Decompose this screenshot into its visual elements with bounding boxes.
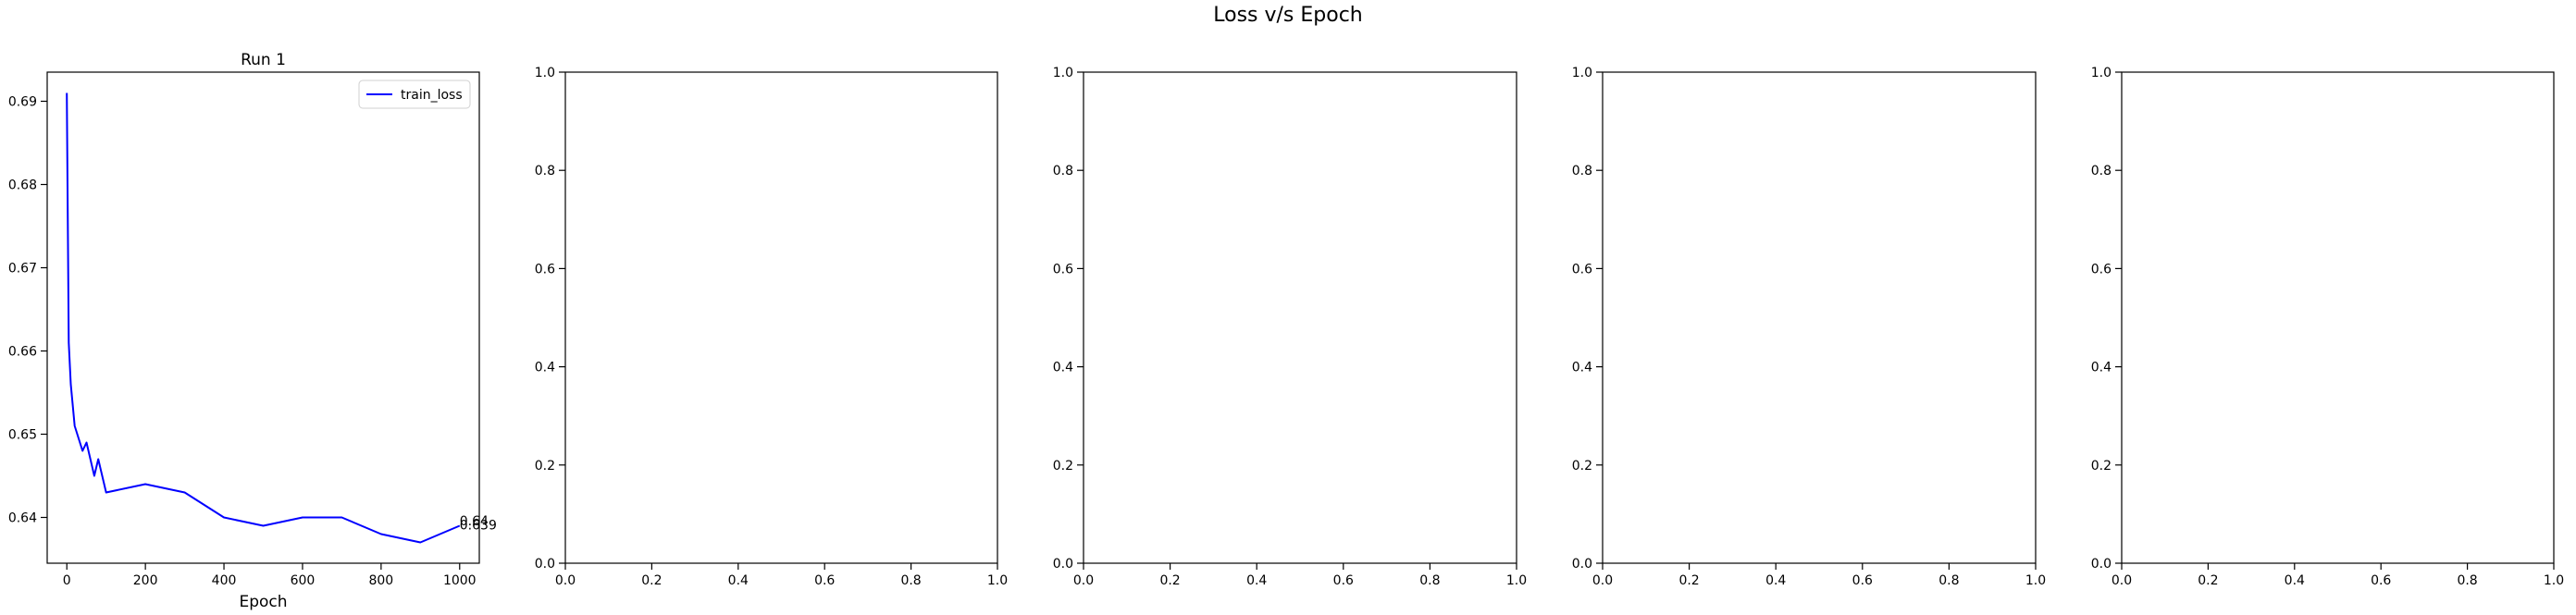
y-tick-label: 0.69: [8, 95, 37, 110]
x-axis-label: Epoch: [239, 593, 287, 611]
x-tick-label: 0.6: [1852, 573, 1873, 588]
x-tick-label: 0.4: [1246, 573, 1267, 588]
x-tick-label: 0.2: [1159, 573, 1180, 588]
y-tick-label: 1.0: [1053, 66, 1073, 80]
axes-frame: [2121, 71, 2555, 564]
y-tick-label: 0.2: [535, 459, 555, 474]
x-tick-label: 800: [368, 573, 393, 588]
x-tick-label: 0.0: [2112, 573, 2132, 588]
x-tick-label: 0.4: [1765, 573, 1786, 588]
y-tick-label: 0.6: [1572, 262, 1592, 277]
y-tick-label: 0.2: [2091, 459, 2112, 474]
x-tick-label: 0.8: [2457, 573, 2477, 588]
x-tick-label: 600: [291, 573, 316, 588]
y-tick-label: 1.0: [2091, 66, 2112, 80]
y-tick-label: 0.4: [1572, 361, 1592, 375]
axes-frame: [564, 71, 998, 564]
chart-panel-4: 0.0 0.2 0.4 0.6 0.8 1.0 0.0 0.2 0.4 0.6 0.8 1.0: [1572, 66, 2046, 588]
x-tick-label: 1.0: [987, 573, 1008, 588]
x-tick-label: 0.0: [1073, 573, 1094, 588]
data-annotation: 0.639: [460, 519, 497, 534]
y-tick-label: 1.0: [1572, 66, 1592, 80]
axes-frame: [1083, 71, 1517, 564]
legend-label: train_loss: [401, 88, 463, 103]
y-tick-label: 0.2: [1053, 459, 1073, 474]
x-tick-label: 0.4: [2285, 573, 2305, 588]
y-tick-label: 0.66: [8, 345, 37, 360]
legend: train_loss: [358, 80, 471, 109]
chart-panel-5: 0.0 0.2 0.4 0.6 0.8 1.0 0.0 0.2 0.4 0.6 0.8 1.0: [2091, 66, 2564, 588]
x-tick-label: 0.6: [2371, 573, 2391, 588]
x-tick-label: 0.0: [555, 573, 576, 588]
data-annotation: 0.64: [460, 514, 489, 529]
y-tick-label: 0.4: [2091, 361, 2112, 375]
x-tick-label: 1.0: [2544, 573, 2564, 588]
x-tick-label: 1.0: [1506, 573, 1527, 588]
y-tick-label: 0.6: [535, 262, 555, 277]
x-tick-label: 0.8: [900, 573, 921, 588]
chart-title: Run 1: [241, 51, 286, 69]
y-tick-label: 0.0: [2091, 557, 2112, 572]
y-tick-label: 0.0: [535, 557, 555, 572]
chart-panel-1: 0 200 400 600 800 1000 0.64 0.65 0.66 0.67 0.68 0.6…: [8, 51, 497, 611]
y-tick-label: 0.0: [1053, 557, 1073, 572]
chart-panel-3: 0.0 0.2 0.4 0.6 0.8 1.0 0.0 0.2 0.4 0.6 0.8 1.0: [1053, 66, 1527, 588]
y-tick-label: 0.67: [8, 262, 37, 277]
x-tick-label: 0.6: [1333, 573, 1354, 588]
x-tick-label: 0.4: [728, 573, 749, 588]
x-tick-label: 0.2: [2198, 573, 2218, 588]
x-tick-label: 0.2: [641, 573, 662, 588]
y-tick-label: 0.68: [8, 178, 37, 193]
chart-panel-2: 0.0 0.2 0.4 0.6 0.8 1.0 0.0 0.2 0.4 0.6 0.8 1.0: [535, 66, 1008, 588]
y-tick-label: 0.8: [535, 164, 555, 178]
x-tick-label: 1000: [443, 573, 477, 588]
x-tick-label: 0.6: [814, 573, 835, 588]
series-line-train_loss: [66, 92, 461, 544]
y-tick-label: 0.4: [1053, 361, 1073, 375]
y-tick-label: 0.64: [8, 511, 37, 526]
legend-box: [358, 80, 471, 109]
x-tick-label: 0.8: [1938, 573, 1959, 588]
x-tick-label: 0.2: [1678, 573, 1699, 588]
x-tick-label: 200: [133, 573, 158, 588]
y-tick-label: 0.65: [8, 428, 37, 443]
y-tick-label: 0.6: [1053, 262, 1073, 277]
axes-frame: [46, 71, 480, 564]
y-tick-label: 0.0: [1572, 557, 1592, 572]
y-tick-label: 1.0: [535, 66, 555, 80]
axes-frame: [1602, 71, 2037, 564]
x-tick-label: 0: [63, 573, 71, 588]
y-tick-label: 0.8: [1572, 164, 1592, 178]
x-tick-label: 1.0: [2025, 573, 2046, 588]
y-tick-label: 0.6: [2091, 262, 2112, 277]
y-tick-label: 0.8: [1053, 164, 1073, 178]
x-tick-label: 0.8: [1419, 573, 1440, 588]
y-tick-label: 0.4: [535, 361, 555, 375]
x-tick-label: 400: [212, 573, 237, 588]
figure-suptitle: Loss v/s Epoch: [1213, 4, 1363, 27]
x-tick-label: 0.0: [1592, 573, 1613, 588]
y-tick-label: 0.2: [1572, 459, 1592, 474]
y-tick-label: 0.8: [2091, 164, 2112, 178]
